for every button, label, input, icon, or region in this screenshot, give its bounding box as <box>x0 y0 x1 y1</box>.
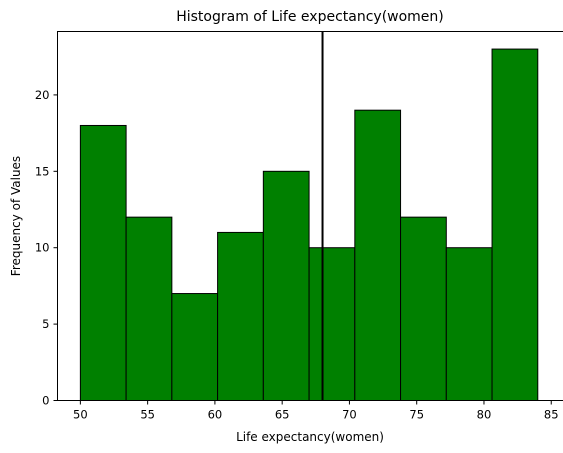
x-tick-label: 80 <box>477 408 492 422</box>
histogram-bar-7 <box>354 109 402 401</box>
y-tick-label: 5 <box>42 317 49 331</box>
y-tick-label: 15 <box>35 164 50 178</box>
x-tick-label: 60 <box>208 408 223 422</box>
x-axis-label: Life expectancy(women) <box>236 430 384 444</box>
histogram-bar-9 <box>445 247 493 401</box>
histogram-bar-5 <box>262 170 310 401</box>
plot-frame <box>57 31 563 401</box>
histogram-bar-10 <box>491 48 539 401</box>
x-tick-label: 75 <box>409 408 424 422</box>
x-tick-label: 85 <box>544 408 559 422</box>
histogram-bar-2 <box>125 216 173 401</box>
y-tick-label: 20 <box>35 88 50 102</box>
x-tick-label: 55 <box>140 408 155 422</box>
x-tick-label: 65 <box>275 408 290 422</box>
y-axis: 0 5 10 15 20 <box>35 88 58 408</box>
y-tick-label: 10 <box>35 241 50 255</box>
y-tick-label: 0 <box>42 394 49 408</box>
bars-group <box>79 48 539 402</box>
x-tick-label: 70 <box>342 408 357 422</box>
histogram-bar-8 <box>400 216 447 401</box>
histogram-bar-6 <box>308 247 356 401</box>
histogram-bar-1 <box>79 124 127 402</box>
histogram-bar-4 <box>217 231 264 401</box>
x-tick-label: 50 <box>73 408 88 422</box>
y-axis-label: Frequency of Values <box>9 156 23 276</box>
chart-title: Histogram of Life expectancy(women) <box>176 9 444 25</box>
x-axis: 50 55 60 65 70 75 80 85 <box>73 400 559 422</box>
histogram-bar-3 <box>171 293 219 402</box>
